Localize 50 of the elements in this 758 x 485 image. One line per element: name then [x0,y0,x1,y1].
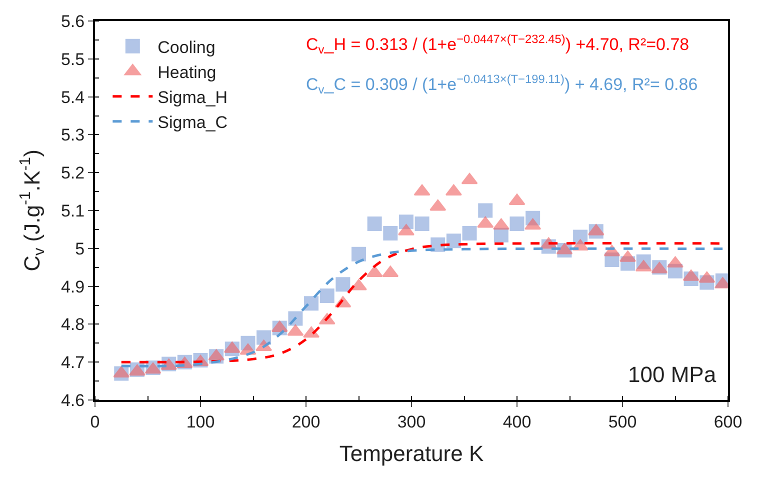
point [478,203,493,218]
legend-label: Cooling [158,38,216,57]
point [383,226,398,240]
point [445,184,462,196]
x-axis-title: Temperature K [339,440,484,466]
point [492,218,510,230]
point [398,214,414,230]
point [336,277,350,292]
legend-label: Sigma_H [158,88,228,107]
y-tick-label: 4.6 [60,390,85,410]
point [367,216,382,232]
annotation: 100 MPa [628,362,717,387]
y-tick-label: 5 [75,239,85,258]
y-tick-label: 5.1 [60,201,85,220]
legend-label: Sigma_C [158,113,228,132]
y-tick-label: 4.9 [60,277,85,296]
y-tick-label: 4.8 [60,315,85,334]
point [698,271,716,283]
x-tick-label: 100 [186,412,215,432]
point [303,326,320,338]
y-tick-label: 5.3 [60,126,85,145]
point [462,226,477,240]
point [508,194,526,206]
x-tick-label: 300 [397,412,426,432]
annotation: C$_{v}$_C = 0.309 / (1+e$^{−0.0413×(T−199.11)}$) + 4.69, R²= 0.86 [306,72,698,97]
point [320,288,334,304]
point [494,228,508,242]
x-tick-label: 0 [90,412,100,432]
point [430,199,446,211]
x-tick-label: 200 [292,412,320,432]
point [414,216,430,232]
y-tick-label: 5.5 [60,50,85,69]
y-tick-label: 4.7 [60,353,85,372]
y-tick-label: 5.4 [60,88,85,107]
legend-label: Heating [158,62,216,82]
point [366,266,383,278]
x-tick-label: 400 [502,412,532,432]
point [414,184,430,196]
point [352,246,366,262]
point [461,172,478,184]
point [304,296,319,311]
annotation: C$_{v}$_H = 0.313 / (1+e$^{−0.0447×(T−232.45)}$) +4.70, R²=0.78 [306,32,690,57]
point [510,216,524,232]
x-tick-label: 500 [608,412,637,432]
y-tick-label: 5.2 [60,164,85,183]
point [446,234,461,248]
point [382,266,399,278]
x-tick-label: 600 [714,412,742,432]
y-tick-label: 5.6 [60,12,85,31]
point [524,218,542,230]
